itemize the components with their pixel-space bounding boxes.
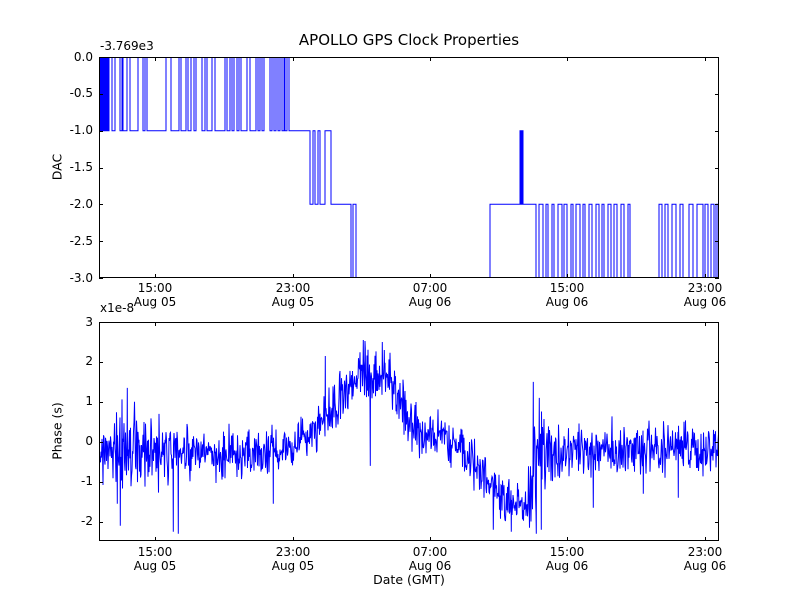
y-tick-label: 0 xyxy=(85,434,93,448)
y-tick-label: -3.0 xyxy=(69,271,93,285)
phase-offset-text: x1e-8 xyxy=(100,301,135,315)
x-axis-title: Date (GMT) xyxy=(373,572,445,587)
y-tick-label: -2.5 xyxy=(69,234,93,248)
y-tick-label: 0.0 xyxy=(73,50,93,64)
y-tick-label: 3 xyxy=(85,315,93,329)
y-tick-label: -2 xyxy=(81,514,93,528)
phase-plot-area xyxy=(99,322,719,541)
phase-noise-line xyxy=(99,339,719,534)
x-tick-label: 15:00 Aug 05 xyxy=(133,545,177,573)
x-tick-label: 23:00 Aug 06 xyxy=(683,545,727,573)
y-tick-label: 2 xyxy=(85,354,93,368)
dac-plot-area xyxy=(99,57,719,279)
x-tick-label: 15:00 Aug 05 xyxy=(133,281,177,309)
x-tick-label: 23:00 Aug 05 xyxy=(271,281,315,309)
x-tick-label: 15:00 Aug 06 xyxy=(545,545,589,573)
dac-step-line xyxy=(99,57,719,278)
y-tick-label: -0.5 xyxy=(69,86,93,100)
chart-title: APOLLO GPS Clock Properties xyxy=(298,31,520,49)
x-tick-label: 07:00 Aug 06 xyxy=(408,281,452,309)
x-tick-label: 07:00 Aug 06 xyxy=(408,545,452,573)
x-tick-label: 15:00 Aug 06 xyxy=(545,281,589,309)
y-tick-label: 1 xyxy=(85,394,93,408)
x-tick-label: 23:00 Aug 06 xyxy=(683,281,727,309)
dac-axis-label: DAC xyxy=(49,153,65,181)
phase-axis-label: Phase (s) xyxy=(49,402,65,460)
y-tick-label: -1 xyxy=(81,474,93,488)
y-tick-label: -1.5 xyxy=(69,160,93,174)
x-tick-label: 23:00 Aug 05 xyxy=(271,545,315,573)
y-tick-label: -2.0 xyxy=(69,197,93,211)
y-tick-label: -1.0 xyxy=(69,123,93,137)
dac-offset-text: -3.769e3 xyxy=(100,39,154,53)
